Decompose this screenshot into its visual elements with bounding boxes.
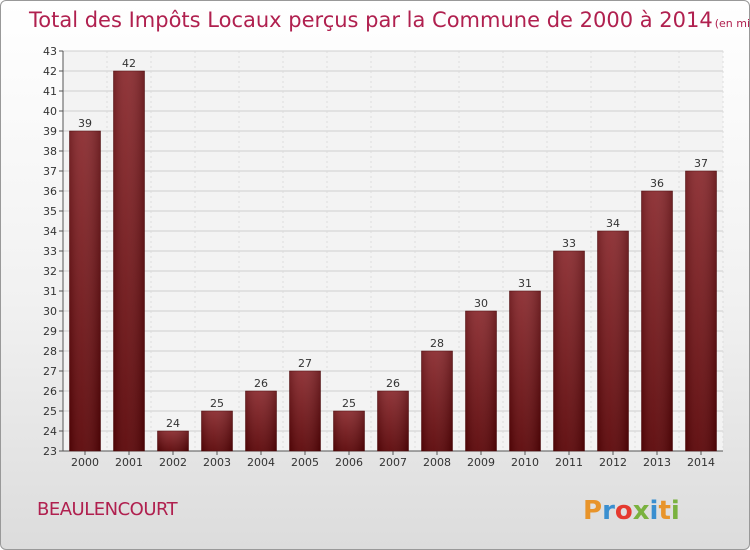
bar-shade-2001 — [113, 71, 145, 451]
data-label-2009: 30 — [474, 297, 488, 310]
y-tick-label: 43 — [43, 45, 57, 58]
bar-shade-2014 — [685, 171, 717, 451]
logo-letter: o — [615, 496, 633, 526]
bar-shade-2003 — [201, 411, 233, 451]
data-label-2002: 24 — [166, 417, 180, 430]
bar-shade-2011 — [553, 251, 585, 451]
data-label-2011: 33 — [562, 237, 576, 250]
y-tick-label: 42 — [43, 65, 57, 78]
data-label-2013: 36 — [650, 177, 664, 190]
data-label-2000: 39 — [78, 117, 92, 130]
y-tick-label: 27 — [43, 365, 57, 378]
data-label-2004: 26 — [254, 377, 268, 390]
logo-letter: i — [671, 496, 680, 526]
x-tick-label: 2013 — [643, 456, 671, 469]
x-tick-label: 2005 — [291, 456, 319, 469]
chart-subtitle: (en milliers d'€) — [715, 17, 750, 30]
y-tick-label: 30 — [43, 305, 57, 318]
bar-shade-2005 — [289, 371, 321, 451]
y-tick-label: 31 — [43, 285, 57, 298]
x-tick-label: 2010 — [511, 456, 539, 469]
x-tick-label: 2011 — [555, 456, 583, 469]
logo-letter: x — [633, 496, 650, 526]
y-tick-label: 25 — [43, 405, 57, 418]
bar-shade-2006 — [333, 411, 365, 451]
y-tick-label: 36 — [43, 185, 57, 198]
y-tick-label: 41 — [43, 85, 57, 98]
x-tick-label: 2001 — [115, 456, 143, 469]
y-tick-label: 38 — [43, 145, 57, 158]
logo-letter: t — [658, 496, 670, 526]
y-tick-label: 33 — [43, 245, 57, 258]
bar-shade-2007 — [377, 391, 409, 451]
x-tick-label: 2004 — [247, 456, 275, 469]
x-tick-label: 2002 — [159, 456, 187, 469]
x-tick-label: 2012 — [599, 456, 627, 469]
logo-letter: r — [602, 496, 615, 526]
bar-shade-2010 — [509, 291, 541, 451]
x-tick-label: 2006 — [335, 456, 363, 469]
x-tick-label: 2014 — [687, 456, 715, 469]
data-label-2006: 25 — [342, 397, 356, 410]
proxiti-logo: Proxiti — [583, 496, 680, 526]
x-tick-label: 2009 — [467, 456, 495, 469]
bar-shade-2000 — [69, 131, 101, 451]
data-label-2007: 26 — [386, 377, 400, 390]
y-tick-label: 23 — [43, 445, 57, 458]
data-label-2014: 37 — [694, 157, 708, 170]
y-tick-label: 29 — [43, 325, 57, 338]
y-tick-label: 37 — [43, 165, 57, 178]
bar-shade-2009 — [465, 311, 497, 451]
chart-title: Total des Impôts Locaux perçus par la Co… — [28, 8, 750, 32]
data-label-2003: 25 — [210, 397, 224, 410]
bar-shade-2002 — [157, 431, 189, 451]
bar-shade-2012 — [597, 231, 629, 451]
x-tick-label: 2007 — [379, 456, 407, 469]
y-tick-label: 28 — [43, 345, 57, 358]
commune-name: BEAULENCOURT — [37, 499, 179, 520]
logo-text: Proxiti — [583, 496, 680, 526]
data-label-2012: 34 — [606, 217, 620, 230]
data-label-2008: 28 — [430, 337, 444, 350]
data-label-2001: 42 — [122, 57, 136, 70]
y-tick-label: 34 — [43, 225, 57, 238]
x-tick-label: 2003 — [203, 456, 231, 469]
bars-layer — [69, 70, 717, 452]
y-tick-label: 24 — [43, 425, 57, 438]
y-tick-label: 32 — [43, 265, 57, 278]
x-tick-label: 2000 — [71, 456, 99, 469]
y-tick-label: 40 — [43, 105, 57, 118]
logo-letter: P — [583, 496, 602, 526]
data-label-2005: 27 — [298, 357, 312, 370]
data-labels-layer: 39 42 24 25 26 27 25 26 28 30 31 33 34 36 37 — [78, 57, 708, 430]
x-tick-label: 2008 — [423, 456, 451, 469]
bar-shade-2013 — [641, 191, 673, 451]
y-tick-label: 35 — [43, 205, 57, 218]
bar-shade-2004 — [245, 391, 277, 451]
chart-title-main: Total des Impôts Locaux perçus par la Co… — [28, 8, 713, 32]
y-tick-label: 26 — [43, 385, 57, 398]
bar-shade-2008 — [421, 351, 453, 451]
y-tick-label: 39 — [43, 125, 57, 138]
logo-letter: i — [650, 496, 659, 526]
data-label-2010: 31 — [518, 277, 532, 290]
